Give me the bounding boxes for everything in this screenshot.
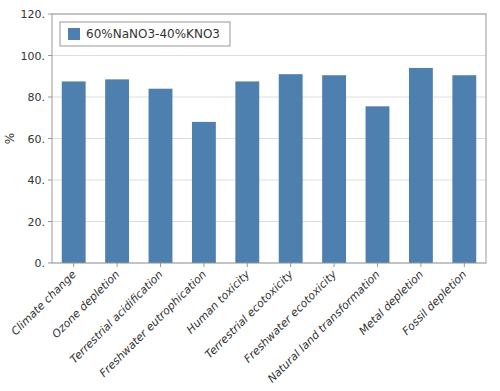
- bar: [452, 75, 476, 263]
- bar: [149, 89, 173, 263]
- x-tick: [334, 263, 335, 267]
- y-axis-label: %: [3, 133, 17, 144]
- y-tick: [48, 138, 52, 139]
- y-tick-label: 40.: [28, 174, 46, 187]
- bar: [62, 81, 86, 263]
- x-tick: [160, 263, 161, 267]
- y-tick-label: 80.: [28, 91, 46, 104]
- x-tick: [420, 263, 421, 267]
- x-axis: Climate changeOzone depletionTerrestrial…: [9, 263, 470, 385]
- x-tick: [247, 263, 248, 267]
- x-tick: [290, 263, 291, 267]
- y-tick-label: 120.: [21, 8, 46, 21]
- x-tick: [377, 263, 378, 267]
- legend-label: 60%NaNO3-40%KNO3: [86, 27, 220, 41]
- y-tick-label: 20.: [28, 216, 46, 229]
- bar: [235, 81, 259, 263]
- plot-frame: [52, 14, 486, 263]
- x-tick-label: Fossil depletion: [400, 268, 470, 338]
- bar: [366, 106, 390, 263]
- x-tick: [464, 263, 465, 267]
- legend-swatch: [68, 28, 80, 40]
- grid-line: [52, 55, 486, 56]
- bar: [279, 74, 303, 263]
- y-tick: [48, 97, 52, 98]
- y-tick: [48, 263, 52, 264]
- x-tick-label: Terrestrial ecotoxicity: [203, 268, 297, 362]
- y-axis: 0. 20. 40. 60. 80. 100. 120.: [21, 8, 487, 270]
- y-tick-label: 60.: [28, 133, 46, 146]
- x-tick: [117, 263, 118, 267]
- x-tick: [73, 263, 74, 267]
- chart: 0. 20. 40. 60. 80. 100. 120. Climate changeOzon…: [0, 0, 500, 391]
- y-tick: [48, 55, 52, 56]
- y-tick-label: 100.: [21, 50, 46, 63]
- legend-box: [60, 22, 230, 46]
- bars: [62, 68, 476, 263]
- legend: 60%NaNO3-40%KNO3: [60, 22, 230, 46]
- bar: [409, 68, 433, 263]
- y-tick-label: 0.: [35, 257, 46, 270]
- bar: [105, 79, 129, 263]
- y-tick: [48, 180, 52, 181]
- y-tick: [48, 221, 52, 222]
- x-tick: [203, 263, 204, 267]
- bar: [322, 75, 346, 263]
- bar: [192, 122, 216, 263]
- y-tick: [48, 14, 52, 15]
